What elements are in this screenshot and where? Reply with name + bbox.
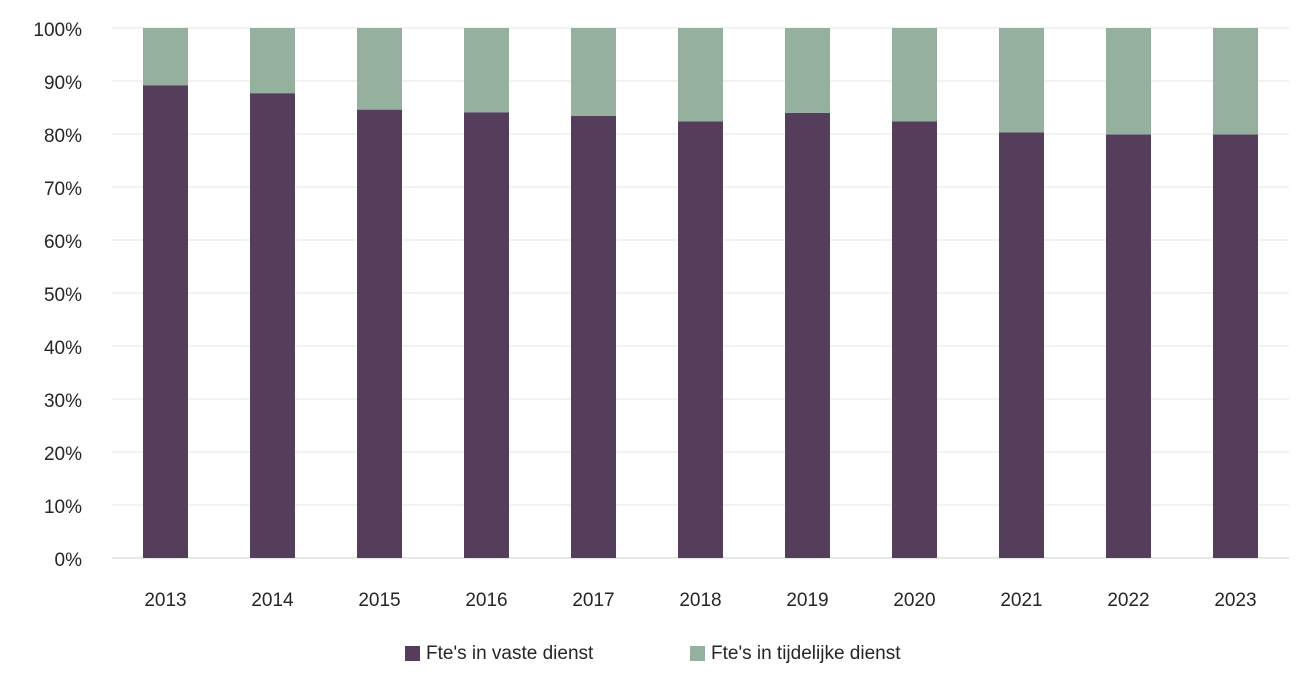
bar-segment-vaste-dienst-2018	[678, 121, 723, 558]
bar-segment-vaste-dienst-2016	[464, 112, 509, 559]
legend-swatch	[405, 646, 420, 661]
bar-segment-tijdelijke-dienst-2018	[678, 28, 723, 122]
bar-segment-vaste-dienst-2015	[357, 109, 402, 559]
y-tick-label: 40%	[44, 338, 82, 359]
bar-segment-vaste-dienst-2017	[571, 115, 616, 558]
x-tick-label: 2022	[1107, 590, 1149, 611]
y-tick-label: 100%	[33, 20, 82, 41]
x-tick-label: 2019	[786, 590, 828, 611]
bar-segment-tijdelijke-dienst-2021	[999, 28, 1044, 133]
bar-segment-vaste-dienst-2019	[785, 112, 830, 559]
x-tick-label: 2016	[465, 590, 507, 611]
x-tick-label: 2018	[679, 590, 721, 611]
y-tick-label: 0%	[55, 550, 83, 571]
bar-segment-tijdelijke-dienst-2017	[571, 28, 616, 116]
bar-segment-tijdelijke-dienst-2014	[250, 28, 295, 94]
bar-segment-tijdelijke-dienst-2013	[143, 28, 188, 86]
bar-segment-tijdelijke-dienst-2020	[892, 28, 937, 122]
x-tick-label: 2013	[144, 590, 186, 611]
legend: Fte's in vaste dienst Fte's in tijdelijke…	[405, 643, 901, 664]
bar-segment-vaste-dienst-2022	[1106, 134, 1151, 558]
bar-segment-vaste-dienst-2023	[1213, 134, 1258, 558]
y-tick-label: 90%	[44, 73, 82, 94]
y-axis: 0% 10% 20% 30% 40% 50% 60% 70% 80% 90% 100%	[33, 20, 82, 571]
bars	[143, 28, 1258, 559]
x-axis: 2013 2014 2015 2016 2017 2018 2019 2020 2021 2022…	[144, 590, 1256, 611]
x-tick-label: 2015	[358, 590, 400, 611]
x-tick-label: 2014	[251, 590, 294, 611]
y-tick-label: 10%	[44, 497, 82, 518]
bar-segment-tijdelijke-dienst-2022	[1106, 28, 1151, 135]
bar-segment-tijdelijke-dienst-2023	[1213, 28, 1258, 135]
x-tick-label: 2020	[893, 590, 935, 611]
bar-segment-vaste-dienst-2014	[250, 93, 295, 558]
y-tick-label: 70%	[44, 179, 82, 200]
y-tick-label: 80%	[44, 126, 82, 147]
bar-segment-tijdelijke-dienst-2016	[464, 28, 509, 113]
bar-segment-tijdelijke-dienst-2019	[785, 28, 830, 113]
x-tick-label: 2021	[1000, 590, 1042, 611]
bar-segment-tijdelijke-dienst-2015	[357, 28, 402, 110]
legend-swatch	[690, 646, 705, 661]
bar-segment-vaste-dienst-2021	[999, 132, 1044, 558]
y-tick-label: 30%	[44, 391, 82, 412]
bar-segment-vaste-dienst-2013	[143, 85, 188, 559]
y-tick-label: 20%	[44, 444, 82, 465]
x-tick-label: 2023	[1214, 590, 1256, 611]
legend-label: Fte's in vaste dienst	[426, 643, 594, 664]
x-tick-label: 2017	[572, 590, 614, 611]
y-tick-label: 60%	[44, 232, 82, 253]
bar-segment-vaste-dienst-2020	[892, 121, 937, 558]
y-tick-label: 50%	[44, 285, 82, 306]
legend-label: Fte's in tijdelijke dienst	[711, 643, 901, 664]
